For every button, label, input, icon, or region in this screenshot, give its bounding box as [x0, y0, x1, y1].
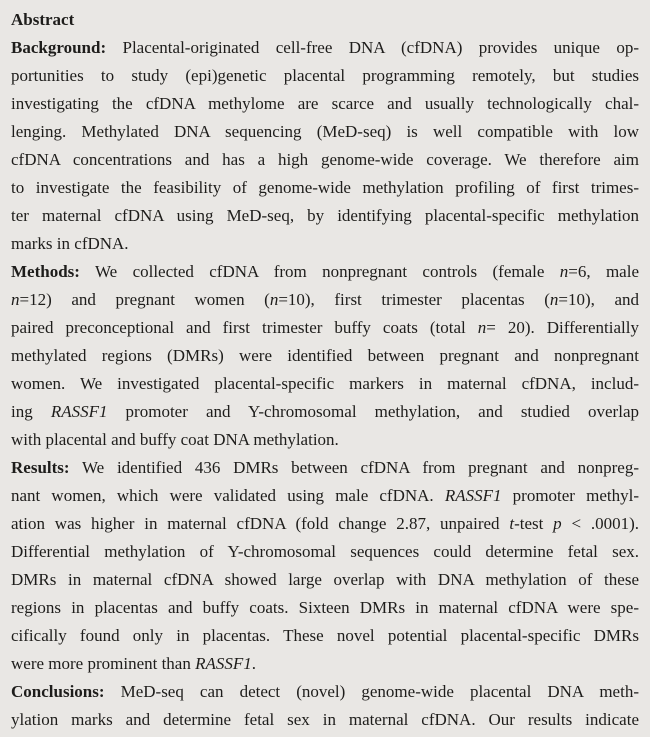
text-line: nant women, which were validated using m… — [11, 482, 639, 510]
body-text: MeD-seq can detect (novel) genome-wide p… — [104, 682, 639, 701]
text-line: Differential methylation of Y-chromosoma… — [11, 538, 639, 566]
text-line: cfDNA concentrations and has a high geno… — [11, 146, 639, 174]
text-line: marks in cfDNA. — [11, 230, 639, 258]
body-text: with placental and buffy coat DNA methyl… — [11, 430, 339, 449]
body-text: ter maternal cfDNA using MeD-seq, by ide… — [11, 206, 639, 225]
body-text: = 20). Differentially — [486, 318, 639, 337]
body-text: to investigate the feasibility of genome… — [11, 178, 639, 197]
text-line: to investigate the feasibility of genome… — [11, 174, 639, 202]
body-text: We collected cfDNA from nonpregnant cont… — [79, 262, 560, 281]
body-text: DMRs in maternal cfDNA showed large over… — [11, 570, 639, 589]
text-line: with placental and buffy coat DNA methyl… — [11, 426, 639, 454]
body-text: =10), and — [558, 290, 639, 309]
text-line: portunities to study (epi)genetic placen… — [11, 62, 639, 90]
abstract-title-text: Abstract — [11, 10, 75, 29]
paragraph-background: Background: Placental-originated cell-fr… — [11, 34, 639, 258]
text-line: methylated regions (DMRs) were identifie… — [11, 342, 639, 370]
body-text: paired preconceptional and first trimest… — [11, 318, 478, 337]
text-line: ing RASSF1 promoter and Y-chromosomal me… — [11, 398, 639, 426]
paragraph-conclusions: Conclusions: MeD-seq can detect (novel) … — [11, 678, 639, 734]
body-text: ing — [11, 402, 51, 421]
body-text: women. We investigated placental-specifi… — [11, 374, 639, 393]
abstract-title: Abstract — [11, 6, 639, 34]
body-text: were more prominent than — [11, 654, 196, 673]
text-line: Results: We identified 436 DMRs between … — [11, 454, 639, 482]
body-text: < .0001). — [561, 514, 639, 533]
body-text: investigating the cfDNA methylome are sc… — [11, 94, 639, 113]
text-line: cifically found only in placentas. These… — [11, 622, 639, 650]
body-text: promoter methyl- — [501, 486, 639, 505]
body-text: methylated regions (DMRs) were identifie… — [11, 346, 639, 365]
body-text: promoter and Y-chromosomal methylation, … — [107, 402, 639, 421]
body-text: marks in cfDNA. — [11, 234, 129, 253]
section-label: Background: — [11, 38, 107, 57]
body-text: ylation marks and determine fetal sex in… — [11, 710, 639, 729]
text-line: Conclusions: MeD-seq can detect (novel) … — [11, 678, 639, 706]
body-text: lenging. Methylated DNA sequencing (MeD-… — [11, 122, 639, 141]
text-line: paired preconceptional and first trimest… — [11, 314, 639, 342]
body-text: Placental-originated cell-free DNA (cfDN… — [106, 38, 639, 57]
italic-term: RASSF1 — [195, 654, 252, 673]
text-line: investigating the cfDNA methylome are sc… — [11, 90, 639, 118]
italic-term: n — [477, 318, 487, 337]
body-text: nant women, which were validated using m… — [11, 486, 445, 505]
italic-term: p — [553, 514, 562, 533]
body-text: =6, male — [568, 262, 639, 281]
text-line: n=12) and pregnant women (n=10), first t… — [11, 286, 639, 314]
text-line: DMRs in maternal cfDNA showed large over… — [11, 566, 639, 594]
italic-term: RASSF1 — [50, 402, 108, 421]
section-label: Methods: — [11, 262, 80, 281]
body-text: cfDNA concentrations and has a high geno… — [11, 150, 639, 169]
text-line: ation was higher in maternal cfDNA (fold… — [11, 510, 639, 538]
text-line: ter maternal cfDNA using MeD-seq, by ide… — [11, 202, 639, 230]
section-label: Conclusions: — [11, 682, 105, 701]
text-line: were more prominent than RASSF1. — [11, 650, 639, 678]
italic-term: n — [269, 290, 279, 309]
italic-term: n — [549, 290, 559, 309]
body-text: Differential methylation of Y-chromosoma… — [11, 542, 639, 561]
italic-term: RASSF1 — [444, 486, 502, 505]
body-text: We identified 436 DMRs between cfDNA fro… — [69, 458, 639, 477]
body-text: -test — [514, 514, 554, 533]
italic-term: n — [559, 262, 569, 281]
text-line: ylation marks and determine fetal sex in… — [11, 706, 639, 734]
abstract-paragraphs: Background: Placental-originated cell-fr… — [11, 34, 639, 734]
body-text: =12) and pregnant women ( — [19, 290, 270, 309]
body-text: . — [251, 654, 257, 673]
paragraph-methods: Methods: We collected cfDNA from nonpreg… — [11, 258, 639, 454]
body-text: =10), first trimester placentas ( — [278, 290, 550, 309]
text-line: Methods: We collected cfDNA from nonpreg… — [11, 258, 639, 286]
paragraph-results: Results: We identified 436 DMRs between … — [11, 454, 639, 678]
italic-term: n — [11, 290, 20, 309]
body-text: portunities to study (epi)genetic placen… — [11, 66, 639, 85]
text-line: Background: Placental-originated cell-fr… — [11, 34, 639, 62]
section-label: Results: — [11, 458, 70, 477]
italic-term: t — [509, 514, 515, 533]
body-text: ation was higher in maternal cfDNA (fold… — [11, 514, 510, 533]
body-text: cifically found only in placentas. These… — [11, 626, 639, 645]
text-line: women. We investigated placental-specifi… — [11, 370, 639, 398]
text-line: lenging. Methylated DNA sequencing (MeD-… — [11, 118, 639, 146]
body-text: regions in placentas and buffy coats. Si… — [11, 598, 639, 617]
text-line: regions in placentas and buffy coats. Si… — [11, 594, 639, 622]
